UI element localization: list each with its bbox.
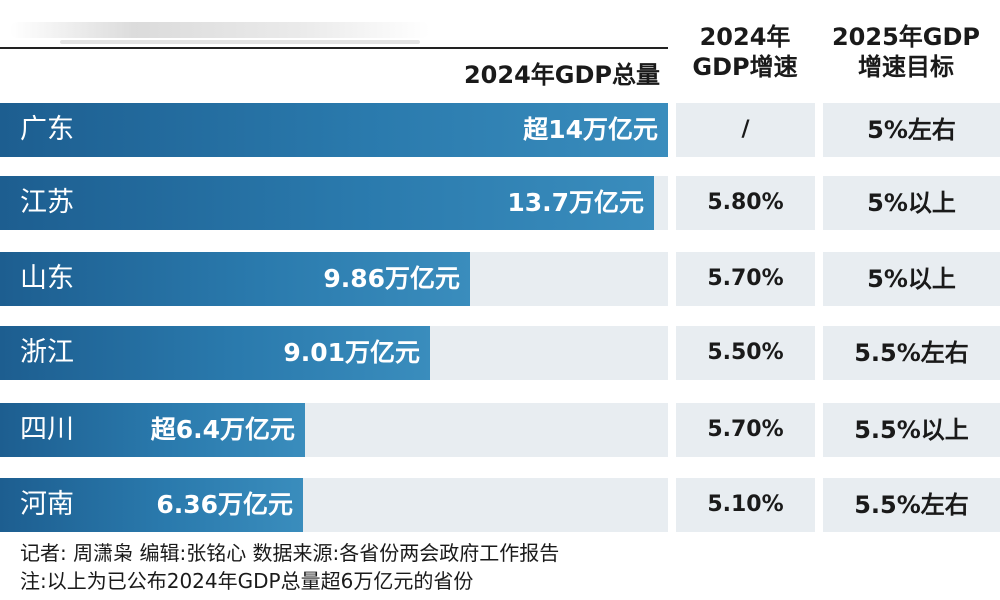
gdp-value-label: 9.01万亿元 [283,338,420,367]
header-gdp-total: 2024年GDP总量 [463,61,660,89]
table-row: 四川 超6.4万亿元 5.70% 5.5%以上 [0,403,1000,457]
gdp-value-label: 13.7万亿元 [507,188,644,217]
column-divider [815,176,823,230]
table-row: 河南 6.36万亿元 5.10% 5.5%左右 [0,478,1000,532]
table-row: 浙江 9.01万亿元 5.50% 5.5%左右 [0,326,1000,380]
header-target-2025-line1: 2025年GDP [831,23,980,51]
column-divider [815,252,823,306]
province-label: 广东 [20,114,74,145]
growth-2024-cell: 5.50% [707,340,784,365]
gdp-bar [0,252,470,306]
province-label: 山东 [20,263,74,294]
header-growth-2024: 2024年 GDP增速 [680,22,810,82]
table-row: 山东 9.86万亿元 5.70% 5%以上 [0,252,1000,306]
header-growth-2024-line2: GDP增速 [692,53,798,81]
province-label: 河南 [20,489,74,520]
column-divider [668,326,676,380]
province-label: 江苏 [20,187,74,218]
header-rule [0,47,668,49]
gdp-bar [0,478,303,532]
growth-2024-cell: 5.70% [707,266,784,291]
province-label: 四川 [20,414,74,445]
credits-line: 记者: 周潇枭 编辑:张铭心 数据来源:各省份两会政府工作报告 [20,541,560,565]
column-divider [668,252,676,306]
gdp-value-label: 6.36万亿元 [156,490,293,519]
target-2025-cell: 5%以上 [867,189,956,217]
growth-2024-cell: / [741,117,750,142]
column-divider [815,403,823,457]
gdp-bar [0,176,654,230]
target-2025-cell: 5%以上 [867,265,956,293]
header-target-2025: 2025年GDP 增速目标 [826,22,986,82]
gdp-bar [0,403,305,457]
growth-2024-cell: 5.70% [707,417,784,442]
column-divider [815,326,823,380]
province-label: 浙江 [20,337,74,368]
header-target-2025-line2: 增速目标 [858,53,954,81]
column-divider [668,478,676,532]
gdp-bar [0,103,668,157]
target-2025-cell: 5%左右 [867,116,956,144]
header-growth-2024-line1: 2024年 [699,23,791,51]
column-divider [668,403,676,457]
target-2025-cell: 5.5%左右 [854,491,969,519]
gdp-value-label: 9.86万亿元 [323,264,460,293]
table-row: 广东 超14万亿元 / 5%左右 [0,103,1000,157]
decorative-brush-stroke-thin [60,40,420,44]
gdp-value-label: 超6.4万亿元 [150,415,295,444]
growth-2024-cell: 5.10% [707,492,784,517]
note-line: 注:以上为已公布2024年GDP总量超6万亿元的省份 [20,569,474,593]
target-2025-cell: 5.5%以上 [854,416,969,444]
column-divider [668,103,676,157]
table-row: 江苏 13.7万亿元 5.80% 5%以上 [0,176,1000,230]
target-2025-cell: 5.5%左右 [854,339,969,367]
gdp-bar [0,326,430,380]
column-divider [815,478,823,532]
column-divider [815,103,823,157]
growth-2024-cell: 5.80% [707,190,784,215]
column-divider [668,176,676,230]
gdp-value-label: 超14万亿元 [523,115,658,144]
decorative-brush-stroke [10,22,430,38]
